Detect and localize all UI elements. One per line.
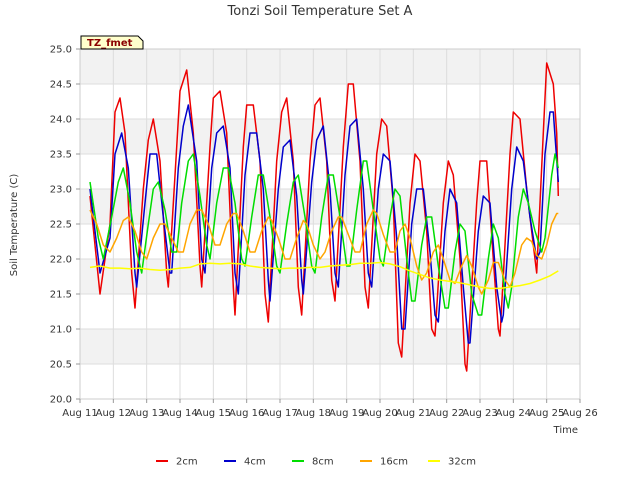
legend-label-8cm: 8cm	[312, 457, 334, 468]
y-tick-label: 21.0	[50, 325, 72, 336]
series-line-16cm	[89, 209, 559, 295]
station-tag-box	[80, 35, 144, 50]
series-line-32cm	[89, 261, 559, 290]
y-axis-ticks: 20.0 20.5 21.0 21.5 22.0 22.5 23.0 23.5 24.0 24.5…	[50, 45, 80, 406]
series-line-8cm	[89, 153, 560, 316]
legend-label-2cm: 2cm	[176, 457, 198, 468]
x-tick-label: Aug 24	[496, 408, 531, 419]
x-tick-label: Aug 13	[129, 408, 164, 419]
station-tag: TZ_fmet	[80, 35, 144, 50]
station-tag-label: TZ_fmet	[87, 38, 133, 49]
x-axis-label: Time	[553, 425, 578, 436]
x-tick-label: Aug 21	[396, 408, 431, 419]
x-tick-label: Aug 11	[62, 408, 97, 419]
background-band	[80, 329, 580, 364]
background-band	[80, 84, 580, 119]
y-tick-label: 21.5	[50, 290, 72, 301]
y-tick-label: 23.5	[50, 150, 72, 161]
x-tick-label: Aug 23	[462, 408, 497, 419]
x-tick-label: Aug 17	[262, 408, 297, 419]
y-tick-label: 20.5	[50, 360, 72, 371]
x-tick-label: Aug 25	[529, 408, 564, 419]
x-tick-label: Aug 12	[96, 408, 131, 419]
series-line-2cm	[89, 62, 560, 372]
x-tick-label: Aug 22	[429, 408, 464, 419]
background-band	[80, 49, 580, 84]
y-tick-label: 22.0	[50, 255, 72, 266]
legend: 2cm 4cm 8cm 16cm 32cm	[156, 457, 476, 468]
x-tick-label: Aug 20	[362, 408, 397, 419]
x-tick-label: Aug 18	[296, 408, 331, 419]
y-tick-label: 22.5	[50, 220, 72, 231]
y-tick-label: 20.0	[50, 395, 72, 406]
x-tick-label: Aug 26	[562, 408, 597, 419]
legend-label-4cm: 4cm	[244, 457, 266, 468]
y-tick-label: 23.0	[50, 185, 72, 196]
x-tick-label: Aug 15	[196, 408, 231, 419]
background-band	[80, 364, 580, 399]
chart-title: Tonzi Soil Temperature Set A	[227, 4, 413, 19]
y-tick-label: 24.0	[50, 115, 72, 126]
series-lines	[89, 62, 560, 372]
x-tick-label: Aug 14	[162, 408, 197, 419]
x-tick-label: Aug 16	[229, 408, 264, 419]
legend-label-16cm: 16cm	[380, 457, 408, 468]
legend-label-32cm: 32cm	[448, 457, 476, 468]
background-band	[80, 119, 580, 154]
y-axis-label: Soil Temperature (C)	[9, 174, 20, 277]
y-tick-label: 25.0	[50, 45, 72, 56]
x-tick-label: Aug 19	[329, 408, 364, 419]
y-tick-label: 24.5	[50, 80, 72, 91]
